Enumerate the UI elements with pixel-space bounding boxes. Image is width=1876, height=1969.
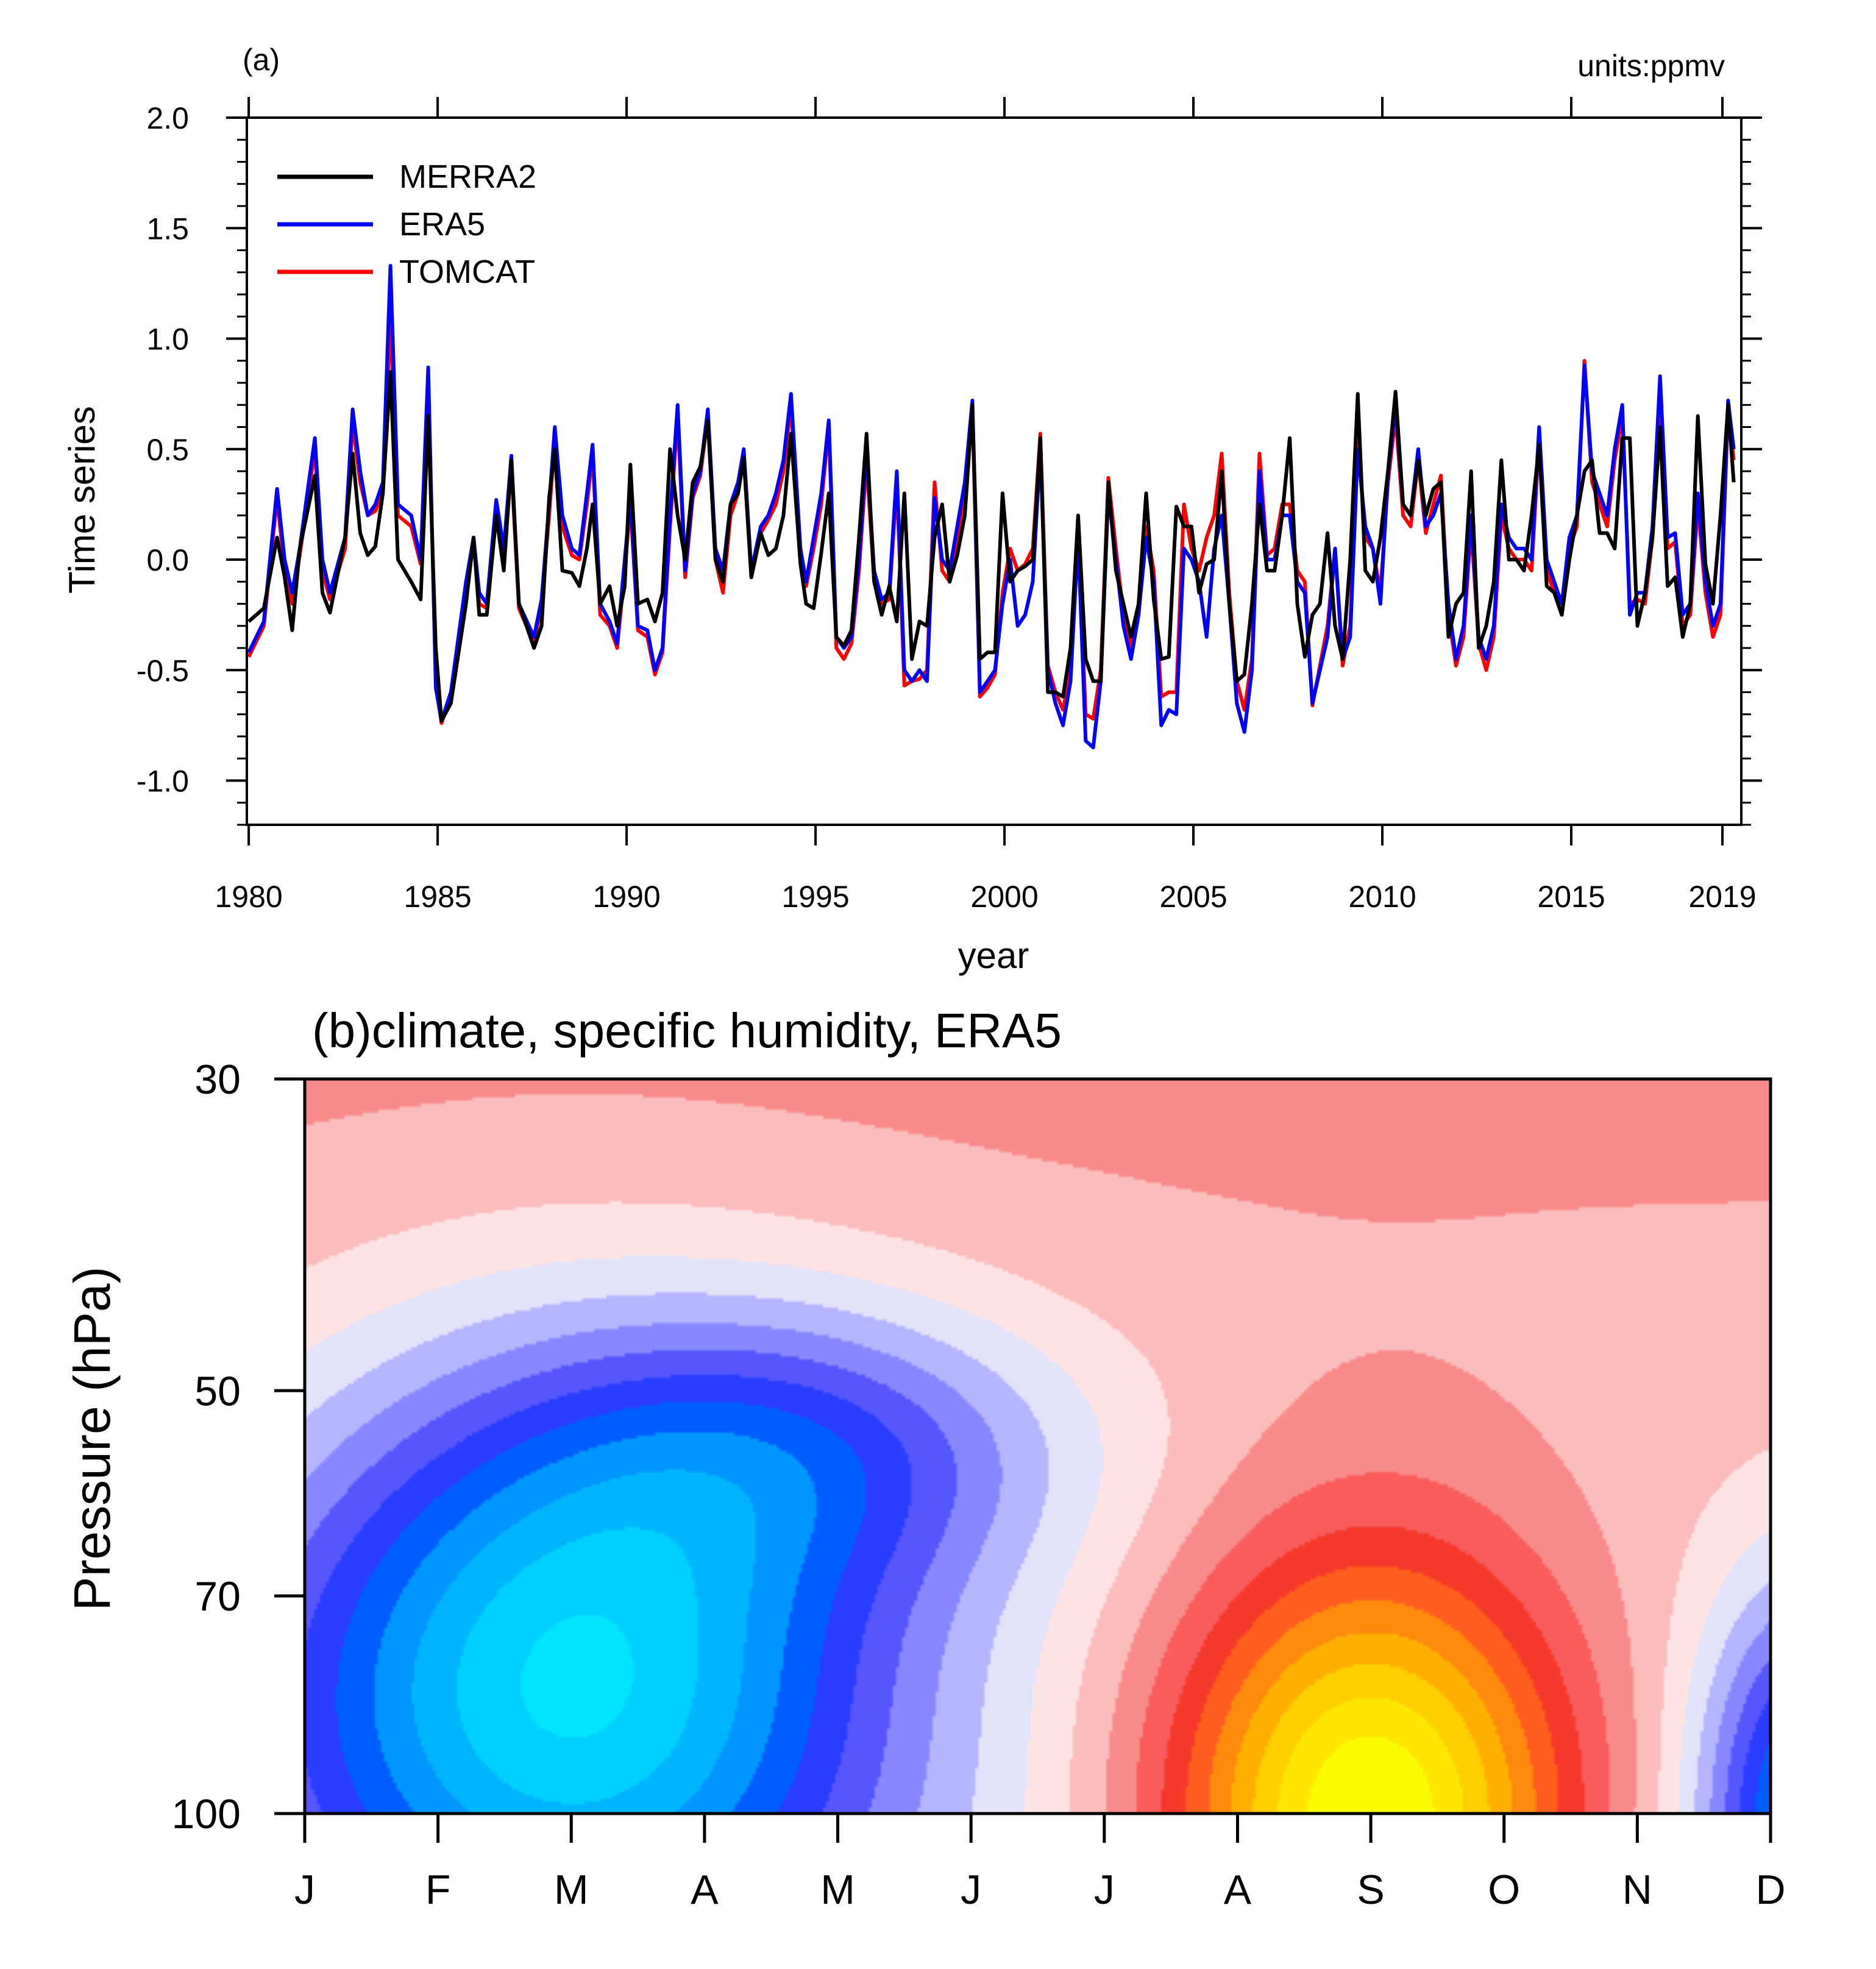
legend-label-merra2: MERRA2 bbox=[399, 158, 536, 195]
legend-label-era5: ERA5 bbox=[399, 206, 485, 243]
panel-b-contour-field bbox=[305, 1079, 1771, 1814]
panel-a-legend: MERRA2 ERA5 TOMCAT bbox=[277, 158, 536, 290]
month-tick-label: M bbox=[820, 1867, 855, 1913]
x-tick-label: 2010 bbox=[1348, 880, 1416, 914]
month-tick-label: J bbox=[961, 1867, 981, 1913]
pressure-tick-label: 50 bbox=[194, 1368, 241, 1414]
y-tick-label: -0.5 bbox=[137, 653, 189, 688]
x-tick-label: 1980 bbox=[215, 880, 282, 914]
panel-a-units-label: units:ppmv bbox=[1577, 49, 1725, 83]
x-tick-label: 2005 bbox=[1159, 880, 1227, 914]
x-tick-label: 2015 bbox=[1537, 880, 1605, 914]
panel-a-label: (a) bbox=[243, 43, 280, 77]
series-line-era5 bbox=[247, 263, 1736, 750]
pressure-tick-label: 30 bbox=[194, 1056, 241, 1103]
month-tick-label: F bbox=[425, 1867, 451, 1913]
panel-b-plot-frame bbox=[303, 1077, 1772, 1815]
panel-a-series-group bbox=[247, 263, 1736, 750]
pressure-tick-label: 100 bbox=[172, 1791, 241, 1837]
y-tick-label: 1.5 bbox=[146, 212, 189, 246]
month-tick-label: D bbox=[1755, 1867, 1785, 1913]
month-tick-label: A bbox=[691, 1867, 719, 1913]
y-tick-label: -1.0 bbox=[137, 764, 189, 799]
panel-a-y-axis-title: Time series bbox=[62, 406, 102, 594]
panel-b-title: (b)climate, specific humidity, ERA5 bbox=[312, 1003, 1062, 1058]
x-tick-label: 2000 bbox=[970, 880, 1038, 914]
month-tick-label: M bbox=[554, 1867, 589, 1913]
x-tick-label: 2019 bbox=[1688, 880, 1756, 914]
pressure-tick-label: 70 bbox=[194, 1573, 241, 1620]
month-tick-label: A bbox=[1224, 1867, 1252, 1913]
legend-label-tomcat: TOMCAT bbox=[399, 254, 535, 290]
panel-b-ticks: J F M A M J J A S O N D 30 50 70 100 bbox=[172, 1056, 1786, 1913]
month-tick-label: O bbox=[1488, 1867, 1520, 1913]
panel-b-contour-fill bbox=[305, 1079, 1771, 1814]
y-tick-label: 0.0 bbox=[146, 543, 189, 577]
panel-a-ticks: -1.0 -0.5 0.0 0.5 1.0 1.5 2.0 1980 1985 1990 1995 2… bbox=[137, 97, 1762, 914]
month-tick-label: N bbox=[1622, 1867, 1652, 1913]
y-tick-label: 1.0 bbox=[146, 322, 189, 357]
month-tick-label: J bbox=[294, 1867, 315, 1913]
y-tick-label: 2.0 bbox=[146, 101, 189, 135]
panel-a-x-axis-title: year bbox=[958, 935, 1029, 976]
series-line-merra2 bbox=[247, 369, 1736, 723]
panel-a-line-chart: -1.0 -0.5 0.0 0.5 1.0 1.5 2.0 1980 1985 1990 1995 2… bbox=[62, 43, 1762, 976]
x-tick-label: 1990 bbox=[592, 880, 660, 914]
x-tick-label: 1985 bbox=[403, 880, 471, 914]
month-tick-label: S bbox=[1357, 1867, 1384, 1913]
panel-b-contour-chart: (b)climate, specific humidity, ERA5 Pres… bbox=[63, 1003, 1786, 1913]
x-tick-label: 1995 bbox=[781, 880, 849, 914]
panel-b-y-axis-title: Pressure (hPa) bbox=[63, 1267, 121, 1611]
month-tick-label: J bbox=[1094, 1867, 1115, 1913]
y-tick-label: 0.5 bbox=[146, 433, 189, 467]
